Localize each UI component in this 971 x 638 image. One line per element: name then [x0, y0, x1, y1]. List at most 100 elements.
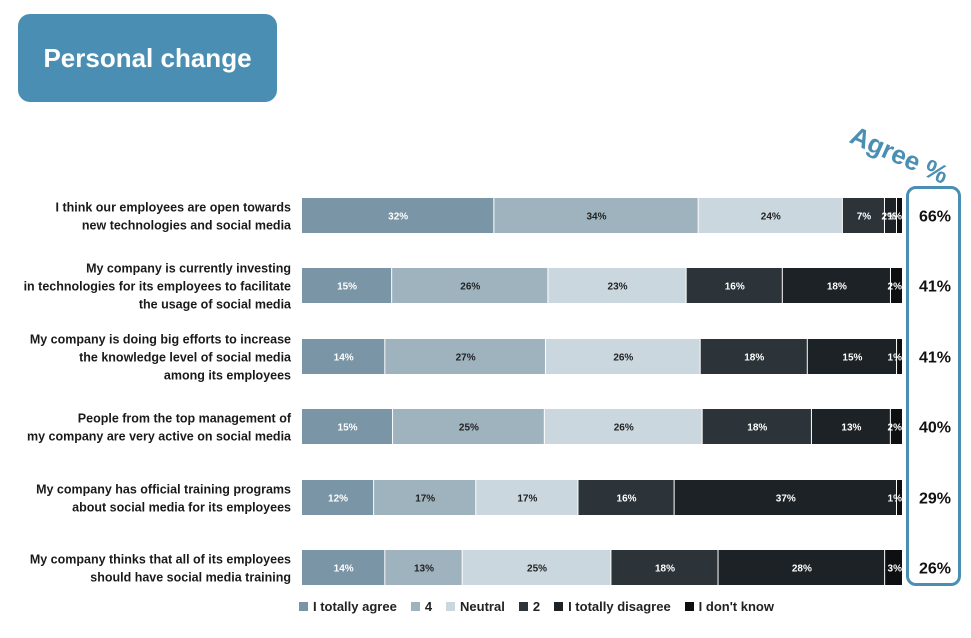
- data-label: 13%: [841, 423, 861, 434]
- bar-segment: [548, 268, 686, 303]
- data-label: 28%: [792, 564, 812, 575]
- category-label: I think our employees are open towards ne…: [56, 201, 293, 233]
- bar-segment: [890, 268, 902, 303]
- agree-percent-value: 41%: [919, 279, 951, 296]
- legend-label: 2: [532, 599, 541, 614]
- data-label: 25%: [527, 564, 547, 575]
- chart-title: Personal change: [43, 42, 252, 73]
- data-label: 1%: [888, 353, 903, 364]
- data-label: 3%: [888, 564, 903, 575]
- bar-segment: [674, 480, 896, 515]
- data-label: 18%: [744, 353, 764, 364]
- data-label: 12%: [328, 494, 348, 505]
- agree-percent-value: 66%: [919, 209, 951, 226]
- data-label: 18%: [747, 423, 767, 434]
- bar-segment: [302, 550, 385, 585]
- data-label: 16%: [725, 282, 745, 293]
- legend-item: Neutral: [446, 599, 505, 614]
- bar-segment: [385, 550, 462, 585]
- data-label: 32%: [388, 212, 408, 223]
- data-label: 2%: [888, 423, 903, 434]
- legend-item: I totally disagree: [554, 599, 671, 614]
- data-label: 26%: [614, 423, 634, 434]
- data-label: 2%: [888, 282, 903, 293]
- agree-percent-value: 41%: [919, 350, 951, 367]
- data-label: 25%: [459, 423, 479, 434]
- bar-segment: [578, 480, 674, 515]
- data-label: 37%: [776, 494, 796, 505]
- data-label: 23%: [608, 282, 628, 293]
- legend-item: I totally agree: [299, 599, 397, 614]
- category-label: My company has official training program…: [36, 483, 291, 515]
- data-label: 1%: [888, 494, 903, 505]
- bar-segment: [392, 268, 548, 303]
- legend-label: I totally agree: [313, 599, 397, 614]
- legend-swatch: [410, 602, 420, 611]
- data-label: 17%: [415, 494, 435, 505]
- data-label: 27%: [456, 353, 476, 364]
- bar-segment: [896, 480, 902, 515]
- legend-item: 2: [518, 599, 541, 614]
- data-label: 26%: [460, 282, 480, 293]
- bar-segment: [302, 480, 374, 515]
- legend-item: 4: [410, 599, 433, 614]
- legend-swatch: [446, 602, 456, 611]
- data-label: 1%: [888, 212, 903, 223]
- bar-segment: [718, 550, 885, 585]
- bar-segment: [544, 409, 702, 444]
- data-label: 26%: [613, 353, 633, 364]
- data-label: 15%: [338, 423, 358, 434]
- agree-column-box: [906, 186, 961, 586]
- legend-label: I don't know: [698, 599, 774, 614]
- data-label: 24%: [761, 212, 781, 223]
- bar-segment: [545, 339, 700, 374]
- category-label: My company thinks that all of its employ…: [30, 553, 291, 585]
- category-label: People from the top management of my comp…: [27, 412, 292, 444]
- agree-percent-value: 40%: [919, 420, 951, 437]
- bar-segment: [302, 409, 393, 444]
- legend-label: 4: [424, 599, 433, 614]
- data-label: 16%: [617, 494, 637, 505]
- bar-segment: [494, 198, 698, 233]
- bar-segment: [700, 339, 807, 374]
- chart-legend: I totally agree 4 Neutral 2 I totally disagr…: [299, 599, 774, 614]
- data-label: 18%: [827, 282, 847, 293]
- legend-swatch: [554, 602, 564, 611]
- bar-segment: [702, 409, 811, 444]
- bar-segment: [782, 268, 890, 303]
- bar-segment: [811, 409, 890, 444]
- data-label: 14%: [334, 564, 354, 575]
- chart-title-box: Personal change: [18, 14, 277, 102]
- bar-segment: [842, 198, 884, 233]
- data-label: 18%: [655, 564, 675, 575]
- data-label: 13%: [414, 564, 434, 575]
- category-label: My company is currently investing in tech…: [24, 262, 292, 312]
- bar-segment: [890, 409, 902, 444]
- bar-segment: [374, 480, 476, 515]
- data-label: 15%: [337, 282, 357, 293]
- bar-segment: [686, 268, 782, 303]
- bar-segment: [385, 339, 545, 374]
- legend-item: I don't know: [684, 599, 774, 614]
- bar-segment: [885, 550, 902, 585]
- bar-segment: [897, 339, 902, 374]
- bar-segment: [393, 409, 544, 444]
- bar-segment: [884, 198, 896, 233]
- bar-segment: [476, 480, 578, 515]
- data-label: 15%: [842, 353, 862, 364]
- bar-segment: [302, 339, 385, 374]
- agree-percent-value: 26%: [919, 561, 951, 578]
- agree-percent-value: 29%: [919, 491, 951, 508]
- legend-swatch: [684, 602, 694, 611]
- bar-segment: [302, 198, 494, 233]
- bar-segment: [302, 268, 392, 303]
- data-label: 2%: [882, 212, 897, 223]
- legend-label: I totally disagree: [568, 599, 671, 614]
- bar-segment: [698, 198, 842, 233]
- bar-segment: [896, 198, 902, 233]
- legend-swatch: [518, 602, 528, 611]
- data-label: 34%: [586, 212, 606, 223]
- bar-segment: [611, 550, 718, 585]
- category-label: My company is doing big efforts to incre…: [30, 333, 292, 383]
